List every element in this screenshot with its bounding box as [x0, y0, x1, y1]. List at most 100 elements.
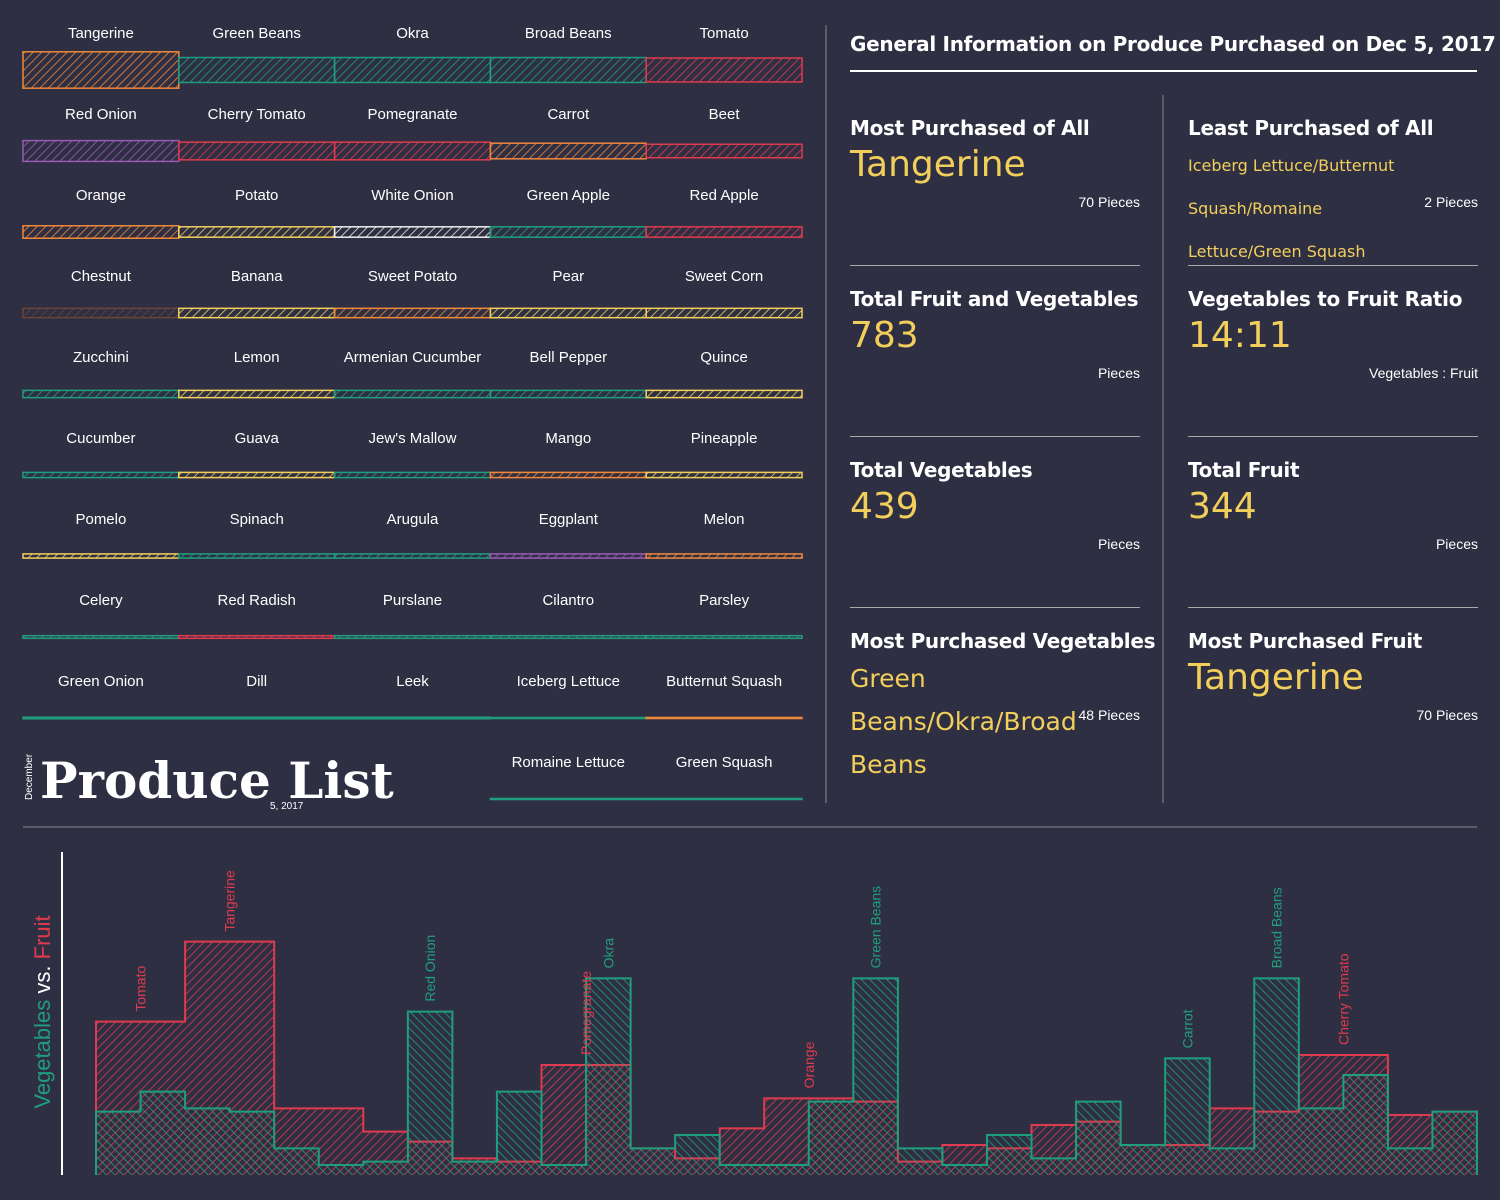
step-bar	[764, 1165, 809, 1175]
item-label: Green Squash	[676, 754, 773, 771]
stat-label: Total Fruit	[1188, 458, 1300, 482]
item-bar	[489, 471, 647, 479]
item-bar	[178, 307, 336, 319]
item-bar	[489, 142, 647, 160]
item-bar	[178, 716, 336, 720]
stat-note: Pieces	[1097, 536, 1140, 552]
item-bar	[22, 471, 180, 479]
item-bar	[178, 471, 336, 479]
stats-title: General Information on Produce Purchased…	[850, 32, 1496, 56]
item-label: Okra	[396, 25, 429, 42]
item-bar	[489, 634, 647, 640]
stat-value: 439	[850, 486, 919, 527]
step-bar	[318, 1165, 364, 1175]
stat-value: Tangerine	[850, 144, 1026, 185]
stat-value: 14:11	[1188, 315, 1292, 356]
step-bar	[630, 1148, 676, 1175]
list-date: 5, 2017	[270, 801, 304, 812]
step-bar	[897, 1148, 943, 1175]
item-label: Melon	[704, 511, 745, 528]
step-bar	[1298, 1108, 1344, 1175]
separator	[1188, 607, 1478, 608]
item-label: Orange	[76, 187, 126, 204]
step-bar	[452, 1161, 497, 1175]
item-label: Iceberg Lettuce	[517, 673, 620, 690]
step-bar	[942, 1165, 987, 1175]
item-label: Leek	[396, 673, 429, 690]
item-bar	[22, 307, 180, 319]
y-label: Vegetables vs. Fruit	[30, 915, 55, 1108]
step-bar	[808, 1101, 854, 1175]
item-label: Potato	[235, 187, 278, 204]
item-label: Pomegranate	[367, 106, 457, 123]
step-bar	[1165, 1058, 1210, 1175]
item-bar	[333, 56, 492, 84]
step-bar	[363, 1161, 408, 1175]
item-bar	[645, 716, 803, 720]
item-label: Green Onion	[58, 673, 144, 690]
item-bar	[489, 797, 647, 801]
stat-card: Most Purchased of All Tangerine 70 Pieces	[850, 116, 1140, 210]
item-label: Pineapple	[691, 430, 758, 447]
item-label: White Onion	[371, 187, 454, 204]
data-label: Pomegranate	[578, 971, 594, 1055]
item-bar	[645, 471, 803, 479]
item-bar	[333, 716, 492, 720]
stat-value: 783	[850, 315, 919, 356]
step-bar	[96, 1111, 141, 1175]
step-bar	[496, 1091, 542, 1175]
item-label: Guava	[235, 430, 280, 447]
step-bar	[185, 1108, 230, 1175]
item-label: Dill	[246, 673, 267, 690]
stat-note: 48 Pieces	[1078, 707, 1140, 723]
step-bar	[541, 1065, 587, 1175]
item-label: Celery	[79, 592, 123, 609]
stat-value: Iceberg Lettuce/Butternut Squash/Romaine…	[1188, 156, 1395, 261]
item-bar	[489, 226, 647, 238]
item-bar	[333, 471, 492, 479]
separator	[1188, 436, 1478, 437]
stat-label: Most Purchased Vegetables	[850, 629, 1156, 653]
item-bar	[489, 307, 647, 319]
step-bar	[1343, 1075, 1388, 1175]
item-bar	[645, 57, 803, 83]
item-label: Red Radish	[218, 592, 296, 609]
list-title: Produce List	[40, 751, 394, 810]
separator	[850, 265, 1140, 266]
item-label: Cilantro	[542, 592, 594, 609]
stat-label: Least Purchased of All	[1188, 116, 1434, 140]
item-bar	[178, 56, 336, 84]
item-label: Beet	[709, 106, 741, 123]
item-bar	[333, 389, 492, 399]
stat-note: Vegetables : Fruit	[1369, 365, 1478, 381]
stat-note: Pieces	[1435, 536, 1478, 552]
item-label: Quince	[700, 349, 748, 366]
item-label: Mango	[545, 430, 591, 447]
item-bar	[22, 139, 180, 163]
item-label: Chestnut	[71, 268, 132, 285]
item-bar	[489, 389, 647, 399]
item-label: Zucchini	[73, 349, 129, 366]
item-bar	[645, 226, 803, 238]
step-bar	[140, 1091, 186, 1175]
stat-card: Total Vegetables 439 Pieces	[850, 458, 1140, 552]
y-label-part: vs.	[30, 966, 55, 994]
stat-note: 70 Pieces	[1078, 194, 1140, 210]
stat-label: Total Fruit and Vegetables	[850, 287, 1139, 311]
step-bar	[541, 1165, 587, 1175]
item-bar	[178, 141, 336, 161]
item-bar	[22, 389, 180, 399]
item-bar	[22, 51, 180, 89]
item-label: Butternut Squash	[666, 673, 782, 690]
stat-card: Most Purchased Fruit Tangerine 70 Pieces	[1188, 629, 1478, 723]
stat-card: Least Purchased of All Iceberg Lettuce/Bu…	[1188, 116, 1478, 273]
stat-value: Tangerine	[1188, 657, 1364, 698]
step-bar	[229, 1111, 275, 1175]
item-bar	[645, 389, 803, 399]
stat-label: Total Vegetables	[850, 458, 1033, 482]
stat-card: Most Purchased Vegetables Green Beans/Okr…	[850, 629, 1156, 786]
separator	[850, 436, 1140, 437]
step-bar	[407, 1011, 453, 1175]
item-bar	[645, 634, 803, 640]
